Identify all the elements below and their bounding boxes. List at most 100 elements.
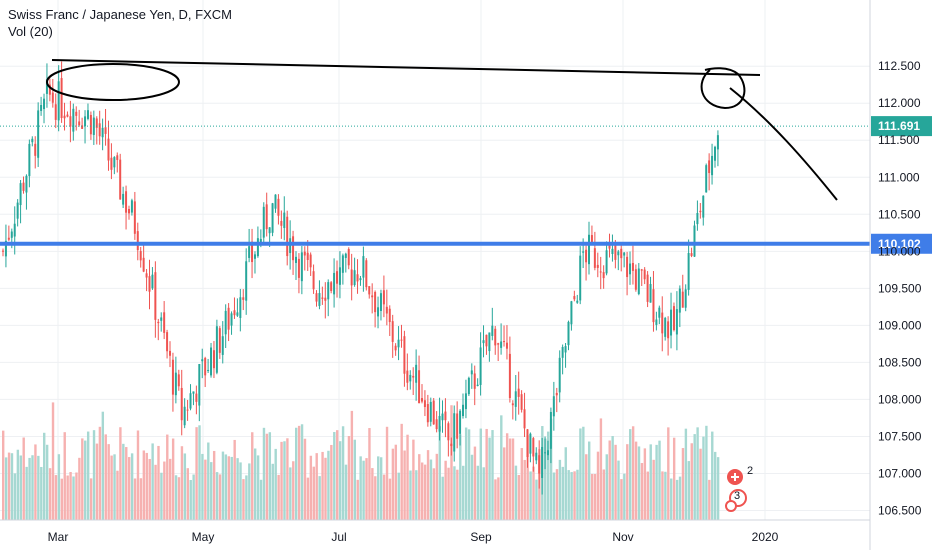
volume-bar	[655, 444, 658, 520]
volume-bar	[338, 441, 342, 520]
volume-bar	[154, 464, 157, 520]
candle-body	[142, 257, 145, 272]
candle-body	[623, 252, 626, 256]
candle-body	[239, 297, 242, 318]
volume-bar	[318, 476, 321, 520]
candle-body	[48, 84, 51, 95]
volume-bar	[690, 443, 693, 520]
downward-projection-line	[729, 87, 838, 201]
candle-body	[157, 321, 160, 324]
volume-bar	[391, 448, 395, 520]
candle-body	[81, 125, 84, 129]
candle-body	[347, 249, 350, 266]
candle-body	[169, 350, 172, 356]
volume-bar	[476, 465, 480, 520]
volume-bar	[708, 479, 711, 520]
volume-bar	[567, 470, 570, 520]
volume-bar	[130, 453, 134, 520]
volume-bar	[163, 461, 166, 520]
volume-bar	[491, 430, 494, 520]
candle-body	[681, 291, 684, 308]
volume-bar	[482, 467, 485, 520]
candle-body	[397, 339, 400, 348]
volume-bar	[57, 454, 61, 520]
y-tick-label: 111.000	[878, 170, 920, 184]
candle-body	[174, 372, 177, 396]
candle-body	[670, 309, 673, 336]
last-price-label: 111.691	[878, 119, 920, 133]
volume-bar	[166, 434, 169, 520]
candle-body	[467, 377, 470, 395]
volume-bar	[92, 430, 96, 520]
volume-bar	[169, 458, 172, 520]
symbol-title[interactable]: Swiss Franc / Japanese Yen, D, FXCM	[8, 7, 232, 22]
volume-bar	[412, 439, 415, 520]
volume-bar	[43, 432, 46, 520]
candle-body	[438, 415, 441, 432]
volume-bar	[66, 475, 69, 520]
candle-body	[626, 256, 629, 278]
candle-body	[696, 212, 699, 225]
volume-bar	[84, 440, 87, 520]
candle-body	[195, 393, 198, 402]
candle-body	[163, 312, 166, 333]
candle-body	[406, 370, 409, 383]
candle-body	[321, 297, 324, 299]
volume-bar	[330, 444, 333, 520]
candle-body	[54, 104, 57, 120]
volume-bar	[672, 437, 676, 520]
candle-body	[336, 271, 339, 284]
candle-body	[426, 404, 429, 423]
candle-body	[338, 267, 341, 285]
candle-body	[494, 328, 497, 346]
candle-body	[166, 332, 169, 352]
candle-body	[16, 202, 19, 219]
volume-bar	[664, 471, 667, 520]
volume-bar	[353, 439, 356, 520]
candle-body	[359, 278, 362, 281]
candle-body	[327, 282, 330, 300]
candle-body	[602, 272, 605, 279]
candle-body	[133, 201, 136, 234]
support-price-badge	[871, 233, 932, 254]
candle-body	[177, 374, 180, 387]
volume-bar	[470, 454, 474, 520]
candle-body	[171, 359, 174, 395]
volume-indicator-label[interactable]: Vol (20)	[8, 24, 53, 39]
volume-bar	[259, 479, 263, 520]
volume-bar	[186, 468, 189, 520]
volume-bar	[447, 467, 450, 520]
candle-body	[145, 273, 148, 278]
volume-bar	[95, 443, 99, 520]
candle-body	[377, 307, 380, 317]
volume-bar	[177, 477, 181, 520]
volume-bar	[529, 471, 532, 520]
volume-bar	[450, 405, 453, 520]
volume-bar	[441, 476, 444, 520]
candle-body	[634, 269, 637, 290]
y-tick-label: 108.500	[878, 355, 922, 369]
volume-bar	[295, 427, 298, 520]
volume-bar	[488, 437, 491, 520]
volume-bar	[526, 435, 529, 520]
candle-body	[344, 253, 347, 258]
candle-body	[462, 404, 465, 417]
volume-bar	[309, 455, 313, 520]
volume-bar	[89, 478, 93, 520]
candle-body	[7, 237, 10, 240]
event-markers[interactable]: 23	[725, 465, 753, 512]
candle-body	[198, 364, 201, 406]
volume-bar	[640, 463, 644, 520]
candle-body	[324, 297, 327, 301]
volume-bar	[623, 473, 626, 520]
candle-body	[620, 248, 623, 259]
volume-bar	[418, 454, 421, 520]
volume-bar	[151, 443, 154, 520]
volume-bar	[409, 470, 412, 520]
candle-body	[432, 400, 435, 425]
volume-bar	[277, 474, 280, 520]
candle-body	[588, 234, 590, 265]
candle-body	[262, 206, 265, 238]
